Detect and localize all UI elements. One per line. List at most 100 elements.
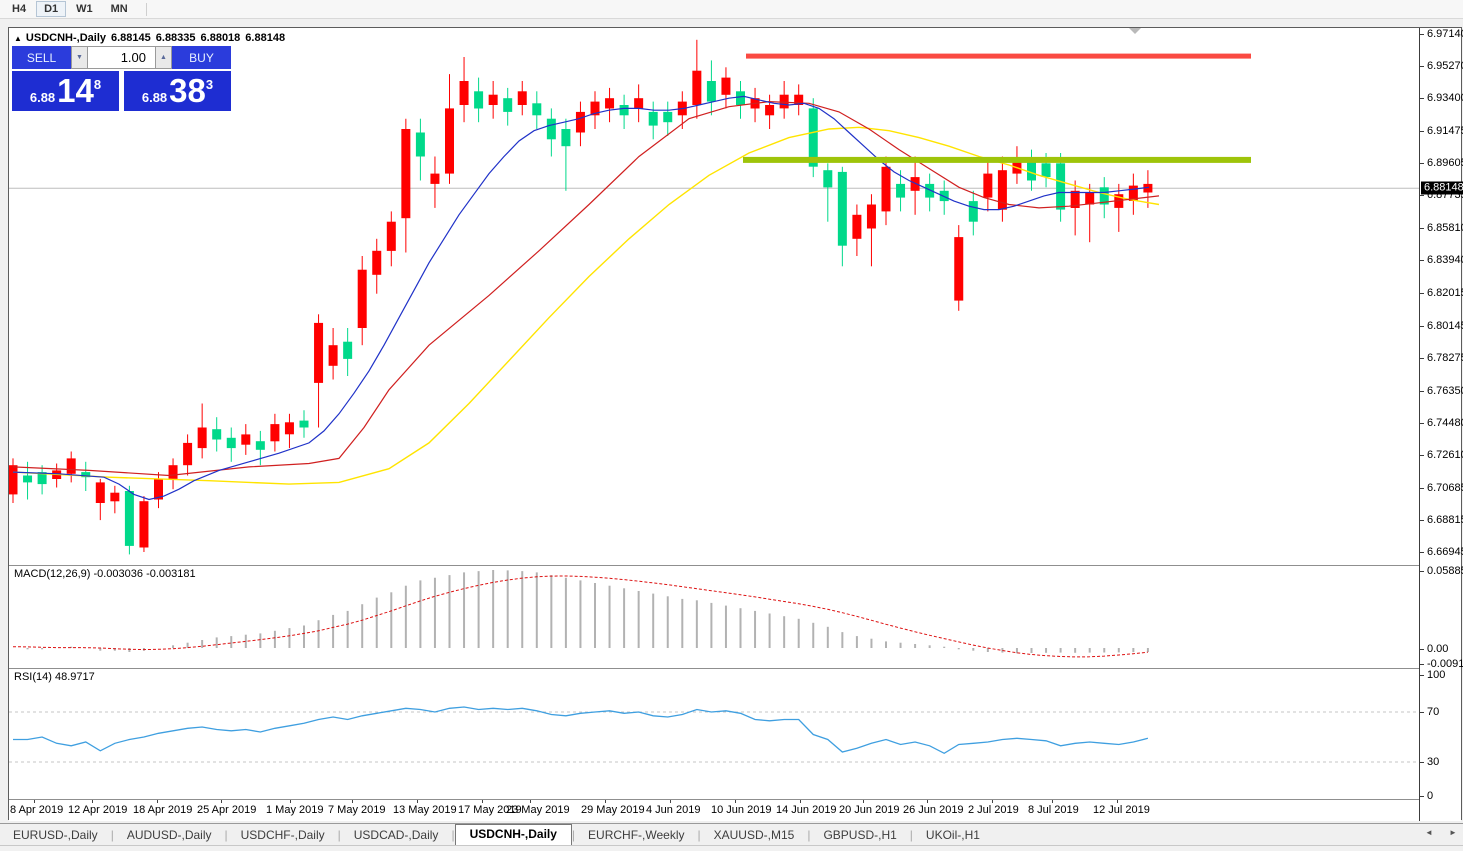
date-axis-tick — [482, 800, 483, 803]
ohlc-low: 6.88018 — [200, 32, 241, 44]
sell-price-small: 6.88 — [29, 89, 56, 105]
date-axis[interactable]: 8 Apr 2019 12 Apr 2019 18 Apr 2019 25 Apr 2… — [9, 800, 1422, 821]
price-tick-label: 6.91475 — [1427, 125, 1463, 138]
chart-tab-ukoil-h1[interactable]: UKOil-,H1 — [925, 828, 980, 842]
sell-price-tile[interactable]: 6.88 14 8 — [12, 71, 119, 111]
axis-tick — [1420, 260, 1424, 262]
expand-panel-icon[interactable]: ▲ — [14, 34, 22, 43]
tab-separator: | — [909, 828, 913, 842]
date-tick-label: 1 May 2019 — [266, 804, 324, 816]
symbol-title: USDCNH-,Daily — [25, 32, 106, 44]
chevron-down-icon[interactable] — [1129, 28, 1141, 34]
price-tick-label: 6.66945 — [1427, 545, 1463, 558]
buy-price-tile[interactable]: 6.88 38 3 — [124, 71, 231, 111]
macd-zero-label: 0.00 — [1427, 643, 1449, 655]
chart-tab-eurchf-weekly[interactable]: EURCHF-,Weekly — [588, 828, 685, 842]
volume-decrease-button[interactable]: ▼ — [71, 46, 88, 69]
date-axis-tick — [530, 800, 531, 803]
timeframe-button-mn[interactable]: MN — [110, 3, 128, 15]
current-price-label: 6.88148 — [1421, 181, 1463, 195]
macd-max-label: 0.058851 — [1427, 565, 1463, 577]
date-tick-label: 13 May 2019 — [393, 804, 457, 816]
date-tick-label: 4 Jun 2019 — [646, 804, 701, 816]
rsi-level-label: 100 — [1427, 668, 1446, 681]
chart-tab-usdcnh-daily[interactable]: USDCNH-,Daily — [454, 824, 572, 845]
date-axis-tick — [1117, 800, 1118, 803]
rsi-level-label: 0 — [1427, 789, 1434, 802]
macd-pane[interactable]: MACD(12,26,9) -0.003036 -0.003181 — [9, 565, 1422, 665]
volume-input[interactable]: 1.00 — [88, 46, 155, 69]
date-tick-label: 7 May 2019 — [328, 804, 386, 816]
date-axis-tick — [927, 800, 928, 803]
chart-tab-eurusd-daily[interactable]: EURUSD-,Daily — [13, 828, 98, 842]
axis-tick — [1420, 293, 1424, 295]
rsi-indicator-label: RSI(14) 48.9717 — [14, 671, 95, 683]
price-tick-label: 6.76350 — [1427, 384, 1463, 397]
date-tick-label: 25 Apr 2019 — [197, 804, 257, 816]
date-tick-label: 20 Jun 2019 — [839, 804, 900, 816]
axis-tick — [1420, 519, 1424, 521]
axis-tick — [1420, 390, 1424, 392]
one-click-trade-panel: SELL ▼ 1.00 ▲ BUY 6.88 14 8 6.88 38 3 — [12, 46, 231, 111]
rsi-level-label: 70 — [1427, 706, 1440, 718]
date-tick-label: 10 Jun 2019 — [711, 804, 772, 816]
date-tick-label: 23 May 2019 — [506, 804, 570, 816]
buy-button[interactable]: BUY — [172, 46, 231, 69]
axis-tick — [1420, 795, 1424, 797]
date-axis-tick — [221, 800, 222, 803]
chart-tab-gbpusd-h1[interactable]: GBPUSD-,H1 — [823, 828, 897, 842]
axis-tick — [1420, 712, 1424, 713]
price-axis[interactable]: 6.97140 6.95270 6.93400 6.91475 6.89605 6.877… — [1419, 28, 1463, 821]
tab-scroll-right-icon[interactable]: ► — [1449, 828, 1457, 837]
date-axis-tick — [290, 800, 291, 803]
axis-tick — [1420, 195, 1424, 197]
volume-increase-button[interactable]: ▲ — [155, 46, 172, 69]
date-tick-label: 12 Jul 2019 — [1093, 804, 1150, 816]
chart-tab-usdcad-daily[interactable]: USDCAD-,Daily — [353, 828, 439, 842]
axis-tick — [1420, 674, 1424, 676]
status-strip — [0, 845, 1463, 851]
price-tick-label: 6.93400 — [1427, 92, 1463, 105]
chart-tab-audusd-daily[interactable]: AUDUSD-,Daily — [126, 828, 212, 842]
price-tick-label: 6.97140 — [1427, 28, 1463, 40]
rsi-pane[interactable]: RSI(14) 48.9717 — [9, 668, 1422, 800]
date-tick-label: 14 Jun 2019 — [776, 804, 837, 816]
chart-tab-bar: EURUSD-,Daily | AUDUSD-,Daily | USDCHF-,Dail… — [0, 823, 1463, 845]
date-tick-label: 17 May 2019 — [458, 804, 522, 816]
price-tick-label: 6.95270 — [1427, 60, 1463, 73]
price-tick-label: 6.89605 — [1427, 157, 1463, 170]
chart-tab-xauusd-m15[interactable]: XAUUSD-,M15 — [713, 828, 795, 842]
macd-min-label: -0.009116 — [1427, 658, 1463, 671]
axis-tick — [1420, 664, 1424, 666]
ohlc-high: 6.88335 — [155, 32, 196, 44]
date-axis-tick — [417, 800, 418, 803]
tab-separator: | — [337, 828, 341, 842]
axis-tick — [1420, 551, 1424, 553]
date-axis-tick — [735, 800, 736, 803]
chart-tab-usdchf-daily[interactable]: USDCHF-,Daily — [240, 828, 325, 842]
price-tick-label: 6.68815 — [1427, 513, 1463, 526]
price-tick-label: 6.80145 — [1427, 319, 1463, 332]
timeframe-button-d1[interactable]: D1 — [36, 1, 67, 17]
axis-tick — [1420, 487, 1424, 489]
date-axis-tick — [157, 800, 158, 803]
sell-button[interactable]: SELL — [12, 46, 71, 69]
axis-tick — [1420, 325, 1424, 327]
tab-separator: | — [807, 828, 811, 842]
axis-tick — [1420, 163, 1424, 165]
price-chart-pane[interactable] — [9, 28, 1422, 565]
timeframe-button-w1[interactable]: W1 — [76, 3, 93, 15]
price-tick-label: 6.85810 — [1427, 222, 1463, 235]
toolbar-separator — [145, 2, 147, 16]
timeframe-button-h4[interactable]: H4 — [12, 3, 27, 15]
macd-indicator-label: MACD(12,26,9) -0.003036 -0.003181 — [14, 568, 196, 580]
axis-tick — [1420, 454, 1424, 456]
date-tick-label: 12 Apr 2019 — [68, 804, 128, 816]
buy-price-small: 6.88 — [141, 89, 168, 105]
tab-scroll-left-icon[interactable]: ◄ — [1425, 828, 1433, 837]
axis-tick — [1420, 571, 1424, 572]
ohlc-close: 6.88148 — [245, 32, 286, 44]
date-axis-tick — [92, 800, 93, 803]
chart-window: ▲ USDCNH-,Daily 6.88145 6.88335 6.88018 6.881… — [8, 27, 1463, 821]
date-tick-label: 18 Apr 2019 — [133, 804, 193, 816]
